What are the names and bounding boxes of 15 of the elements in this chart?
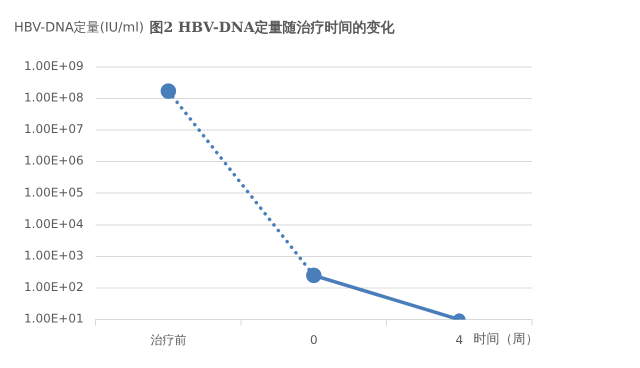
y-tick-label: 1.00E+05	[24, 185, 84, 200]
y-tick-label: 1.00E+01	[24, 312, 84, 326]
x-tick-label: 治疗前	[150, 332, 186, 347]
y-tick-label: 1.00E+03	[24, 248, 84, 263]
y-tick-label: 1.00E+07	[24, 122, 84, 136]
x-tick-label: 0	[310, 332, 318, 347]
y-axis-title: HBV-DNA定量(IU/ml)	[14, 20, 144, 36]
y-tick-label: 1.00E+08	[24, 90, 84, 105]
x-axis-title: 时间（周）	[473, 332, 538, 347]
x-tick-label: 4	[455, 332, 464, 347]
chart-title: 图2 HBV-DNA定量随治疗时间的变化	[149, 19, 396, 36]
y-tick-label: 1.00E+09	[24, 58, 84, 73]
y-tick-label: 1.00E+04	[24, 216, 84, 231]
y-tick-label: 1.00E+02	[24, 280, 84, 294]
y-tick-label: 1.00E+06	[24, 154, 84, 168]
